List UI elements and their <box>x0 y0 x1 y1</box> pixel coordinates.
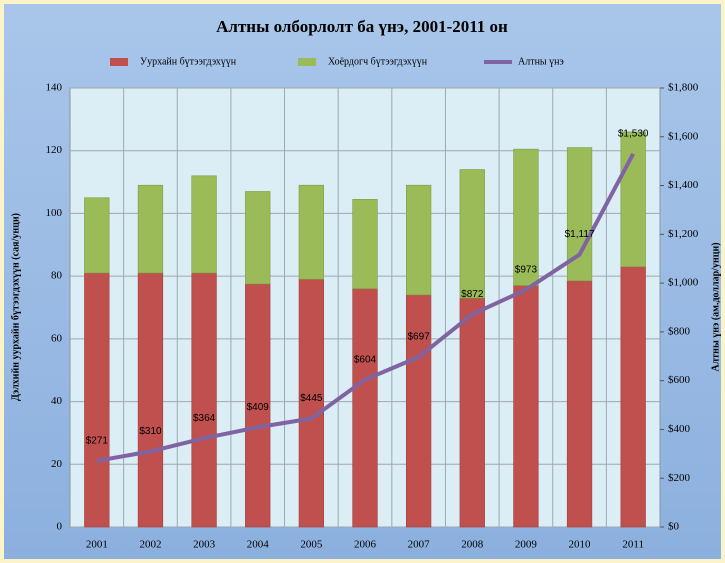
x-tick-label: 2004 <box>247 539 270 551</box>
y2-tick-label: $200 <box>668 472 691 484</box>
x-tick-label: 2006 <box>354 539 377 551</box>
x-tick-label: 2005 <box>300 539 323 551</box>
legend-label: Уурхайн бүтээгдэхүүн <box>140 56 237 67</box>
y2-tick-label: $1,400 <box>668 179 699 191</box>
y-tick-label: 40 <box>51 395 63 407</box>
data-label: $1,530 <box>618 128 649 139</box>
y2-tick-label: $1,000 <box>668 277 699 289</box>
x-tick-label: 2002 <box>139 539 161 551</box>
bar <box>405 294 432 528</box>
chart-title: Алтны олборлолт ба үнэ, 2001-2011 он <box>216 17 508 36</box>
data-label: $409 <box>247 402 270 413</box>
bar <box>352 199 378 289</box>
x-tick-label: 2010 <box>569 539 592 551</box>
legend-label: Алтны үнэ <box>518 56 564 67</box>
bar <box>298 278 325 528</box>
bar <box>245 283 271 528</box>
y2-tick-label: $1,600 <box>668 130 699 142</box>
bar <box>298 184 325 280</box>
bar <box>137 272 164 528</box>
data-label: $604 <box>354 354 377 365</box>
x-tick-label: 2011 <box>622 539 644 551</box>
data-label: $310 <box>139 426 162 437</box>
legend-swatch <box>298 58 316 66</box>
data-label: $872 <box>461 289 484 300</box>
bar <box>191 175 217 274</box>
y2-tick-label: $600 <box>668 374 691 386</box>
x-tick-label: 2008 <box>461 539 484 551</box>
bar <box>352 288 378 528</box>
bar <box>459 169 485 299</box>
x-tick-label: 2009 <box>515 539 538 551</box>
bar <box>405 184 432 296</box>
y-tick-label: 100 <box>46 207 63 219</box>
y-tick-label: 80 <box>51 270 63 282</box>
data-label: $697 <box>408 332 431 343</box>
x-tick-label: 2003 <box>193 539 216 551</box>
data-label: $445 <box>300 393 323 404</box>
data-label: $271 <box>86 436 109 447</box>
y2-tick-label: $1,200 <box>668 228 699 240</box>
bar <box>513 285 539 528</box>
bar <box>245 191 271 285</box>
y-tick-label: 120 <box>46 144 63 156</box>
bar <box>513 148 539 286</box>
bar <box>191 272 217 528</box>
bar <box>137 184 164 274</box>
data-label: $973 <box>515 264 538 275</box>
y2-tick-label: $1,800 <box>668 82 699 94</box>
price-line <box>96 152 635 463</box>
legend-label: Хоёрдогч бүтээгдэхүүн <box>328 56 428 67</box>
y-axis-title: Дэлхийн уурхайн бүтээгдэхүүн (сая/унци) <box>10 213 21 401</box>
bar <box>84 272 110 528</box>
y-tick-label: 0 <box>57 521 63 533</box>
y-tick-label: 140 <box>46 82 63 94</box>
data-label: $364 <box>193 413 216 424</box>
bar <box>620 266 646 528</box>
y-tick-label: 60 <box>51 332 63 344</box>
y-tick-label: 20 <box>51 458 63 470</box>
y2-tick-label: $800 <box>668 325 691 337</box>
x-tick-label: 2007 <box>408 539 431 551</box>
bar <box>566 280 593 528</box>
y2-tick-label: $400 <box>668 423 691 435</box>
bar <box>459 297 485 528</box>
y2-tick-label: $0 <box>668 521 680 533</box>
bar <box>620 131 646 268</box>
data-label: $1,117 <box>565 229 595 240</box>
x-tick-label: 2001 <box>86 539 108 551</box>
y2-axis-title: Алтны үнэ (ам.доллар/унци) <box>710 242 721 371</box>
bar <box>84 197 110 274</box>
legend-swatch <box>110 58 128 66</box>
